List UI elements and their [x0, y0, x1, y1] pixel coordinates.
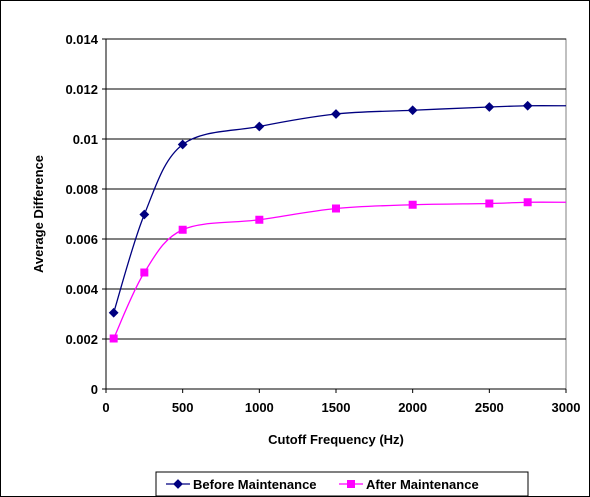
x-axis-title: Cutoff Frequency (Hz)	[268, 432, 404, 447]
x-tick-label: 1000	[245, 400, 274, 415]
data-point	[178, 225, 187, 234]
y-tick-label: 0.008	[65, 182, 98, 197]
x-tick-label: 500	[172, 400, 194, 415]
series-line-0	[113, 105, 567, 313]
data-point	[332, 204, 340, 213]
x-tick-label: 0	[102, 400, 109, 415]
y-tick-label: 0.002	[65, 332, 98, 347]
y-tick-label: 0.006	[65, 232, 98, 247]
y-tick-label: 0.01	[73, 132, 98, 147]
data-point	[484, 102, 495, 112]
legend: Before Maintenance After Maintenance	[155, 471, 529, 496]
data-point	[108, 307, 119, 318]
gridlines	[106, 38, 566, 340]
legend-label: Before Maintenance	[193, 477, 317, 492]
legend-swatch-marker	[347, 480, 355, 488]
legend-entries: Before Maintenance After Maintenance	[166, 477, 479, 492]
data-point	[254, 121, 265, 132]
y-tick-label: 0	[91, 382, 98, 397]
y-tick-label: 0.004	[65, 282, 98, 297]
y-tick-label: 0.014	[65, 32, 98, 47]
legend-swatch-marker	[173, 479, 183, 489]
data-markers	[108, 100, 533, 343]
x-tick-label: 2500	[475, 400, 504, 415]
data-point	[255, 215, 264, 224]
x-tick-label: 2000	[398, 400, 427, 415]
y-tick-label: 0.012	[65, 82, 98, 97]
x-tick-label: 1500	[322, 400, 351, 415]
data-point	[523, 198, 532, 207]
data-point	[331, 109, 341, 119]
y-axis-title: Average Difference	[31, 155, 46, 273]
data-point	[109, 334, 118, 343]
data-point	[140, 268, 149, 277]
plot-area	[105, 38, 567, 390]
x-tick-labels: 0 500 1000 1500 2000 2500 3000	[102, 389, 580, 415]
data-point	[407, 105, 418, 116]
legend-label: After Maintenance	[366, 477, 479, 492]
data-point	[177, 139, 188, 150]
x-tick-label: 3000	[552, 400, 581, 415]
data-point	[408, 200, 417, 209]
data-point	[522, 100, 533, 111]
data-point	[139, 209, 150, 220]
y-tick-labels: 0 0.002 0.004 0.006 0.008 0.01 0.012 0.014	[65, 32, 106, 397]
data-point	[485, 199, 494, 208]
